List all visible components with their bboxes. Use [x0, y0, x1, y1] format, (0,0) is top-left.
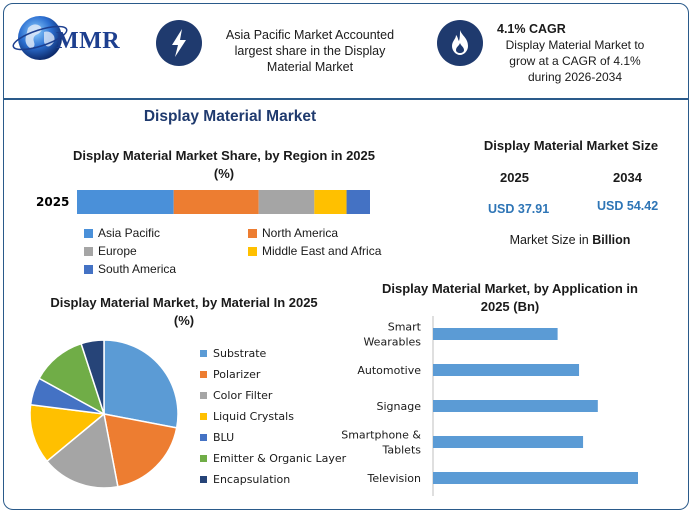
legend-label: BLU — [213, 431, 235, 444]
application-category-label: Tablets — [382, 444, 422, 457]
outer-frame — [3, 3, 689, 510]
mmr-logo — [10, 8, 140, 68]
region-chart: 2025 — [36, 190, 370, 214]
pie-slice-6 — [80, 339, 105, 415]
region-chart-title: Display Material Market Share, by Region… — [72, 148, 375, 181]
lightning-icon-badge — [156, 20, 202, 66]
material-legend-item: Substrate — [200, 347, 266, 360]
year-2034: 2034 — [613, 170, 642, 185]
region-legend-item: Asia Pacific — [84, 226, 160, 240]
legend-swatch — [248, 246, 257, 256]
material-legend-item: Emitter & Organic Layer — [200, 452, 346, 465]
legend-swatch — [200, 413, 207, 420]
region-legend-item: Middle East and Africa — [248, 244, 381, 258]
material-legend-item: Color Filter — [200, 389, 272, 402]
legend-label: Europe — [98, 244, 137, 258]
pie-slice-2 — [45, 412, 119, 489]
market-value-2034: USD 54.42 — [597, 199, 659, 213]
region-bar-segment-4 — [346, 190, 370, 214]
legend-swatch — [200, 434, 207, 441]
market-size-unit: Market Size in Billion — [509, 233, 631, 247]
legend-label: Color Filter — [213, 389, 273, 402]
application-category-label: Smart — [388, 321, 422, 334]
lightning-icon — [172, 29, 186, 57]
legend-swatch — [248, 228, 257, 238]
application-category-label: Television — [367, 472, 422, 485]
material-legend-item: Polarizer — [200, 368, 260, 381]
legend-swatch — [200, 371, 207, 378]
market-size-title: Display Material Market Size — [483, 138, 659, 153]
pie-slice-3 — [29, 403, 106, 463]
material-legend-item: Encapsulation — [200, 473, 290, 486]
application-bar-0 — [433, 328, 558, 340]
legend-swatch — [84, 246, 93, 256]
flame-icon-badge — [437, 20, 483, 66]
pie-slice-0 — [103, 339, 179, 429]
legend-label: Asia Pacific — [98, 226, 161, 240]
region-legend-item: South America — [84, 262, 176, 276]
application-category-label: Wearables — [363, 336, 421, 349]
legend-label: Encapsulation — [213, 473, 291, 486]
application-chart-title: Display Material Market, by Application … — [382, 281, 638, 314]
region-category-label: 2025 — [36, 195, 69, 209]
material-legend-item: Liquid Crystals — [200, 410, 294, 423]
legend-label: Liquid Crystals — [213, 410, 294, 423]
legend-swatch — [84, 264, 93, 274]
market-value-2025: USD 37.91 — [488, 202, 550, 216]
application-category-label: Automotive — [357, 364, 421, 377]
highlight-region: Asia Pacific Market Accounted largest sh… — [225, 28, 395, 74]
legend-label: Polarizer — [213, 368, 261, 381]
legend-label: Middle East and Africa — [262, 244, 382, 258]
pie-slice-1 — [103, 413, 178, 488]
region-bar-segment-3 — [314, 190, 347, 214]
globe-icon — [12, 16, 68, 60]
region-legend-item: North America — [248, 226, 338, 240]
application-bar-1 — [433, 364, 580, 376]
header-divider — [3, 98, 689, 100]
application-bar-4 — [433, 472, 638, 484]
legend-label: Substrate — [213, 347, 267, 360]
material-chart-title: Display Material Market, by Material In … — [50, 295, 318, 328]
application-category-label: Smartphone & — [341, 429, 421, 442]
application-bar-3 — [433, 436, 584, 448]
year-2025: 2025 — [500, 170, 529, 185]
legend-swatch — [200, 392, 207, 399]
page-title: Display Material Market — [143, 108, 317, 125]
material-pie-chart — [29, 339, 179, 489]
material-legend-item: BLU — [200, 431, 234, 444]
logo-text: MMR — [56, 28, 121, 54]
legend-swatch — [84, 228, 93, 238]
region-bar-segment-0 — [77, 190, 174, 214]
region-bar-segment-1 — [173, 190, 259, 214]
region-legend-item: Europe — [84, 244, 137, 258]
cagr-title: 4.1% CAGR — [497, 22, 566, 36]
legend-label: North America — [262, 226, 339, 240]
legend-swatch — [200, 350, 207, 357]
application-bar-chart: Smart Wearables Automotive Signage Smartphon… — [341, 316, 638, 496]
application-category-label: Signage — [377, 400, 422, 413]
legend-label: Emitter & Organic Layer — [213, 452, 347, 465]
legend-label: South America — [98, 262, 177, 276]
application-bar-2 — [433, 400, 598, 412]
region-bar-segment-2 — [258, 190, 315, 214]
cagr-description: Display Material Market to grow at a CAG… — [505, 38, 645, 84]
flame-icon — [452, 30, 468, 55]
legend-swatch — [200, 455, 207, 462]
legend-swatch — [200, 476, 207, 483]
